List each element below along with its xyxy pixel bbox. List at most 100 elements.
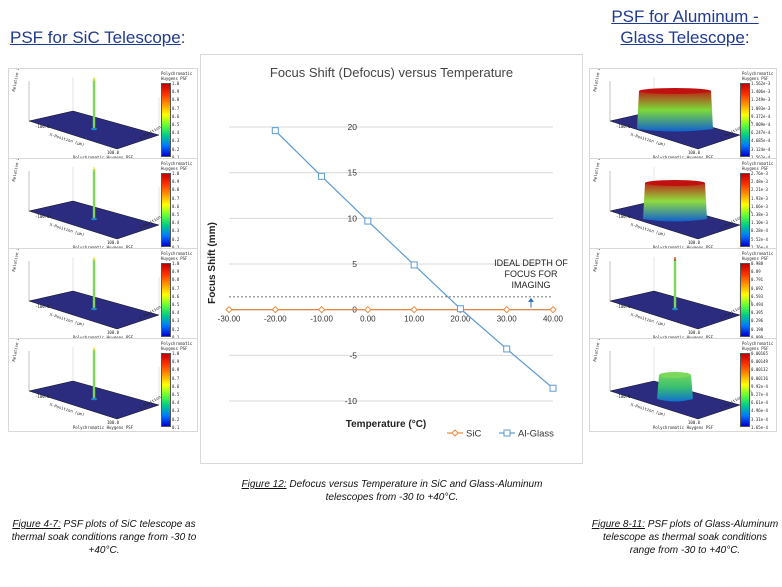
- data-point: [503, 305, 511, 314]
- psf-colorbar: [740, 173, 750, 247]
- psf-colorbar-tick: 2.21e-3: [751, 187, 768, 193]
- psf-colorbar-tick: 0.00165: [751, 351, 768, 356]
- psf-colorbar-tick: 1.66e-3: [751, 203, 768, 209]
- psf-colorbar-tick: 0.988: [751, 261, 764, 266]
- psf-colorbar-tick: 0.9: [172, 269, 180, 275]
- psf-colorbar-tick: 0.1: [172, 424, 180, 430]
- psf-colorbar-tick: 0.8: [172, 97, 180, 103]
- psf-colorbar-tick: 4.685e-4: [751, 138, 771, 144]
- psf-legend-title: Polychromatic Huygens PSF: [161, 251, 193, 261]
- sic-heading-text: PSF for SiC Telescope: [10, 28, 181, 47]
- psf-plot-title: Polychromatic Huygens PSF: [652, 425, 714, 430]
- psf-colorbar-tick: 0.5: [172, 302, 180, 308]
- psf-colorbar-tick: 0.296: [751, 318, 764, 324]
- psf-plot-title: Polychromatic Huygens PSF: [9, 155, 197, 160]
- psf-colorbar-tick: 0.593: [751, 293, 764, 299]
- psf-plot-title: Polychromatic Huygens PSF: [590, 335, 776, 340]
- y-tick-label: 10: [348, 213, 358, 223]
- y-axis-title: Focus Shift (mm): [207, 222, 218, 304]
- psf-colorbar-tick: 0.395: [751, 310, 764, 316]
- psf-surface: [609, 167, 741, 240]
- data-point: [318, 172, 326, 180]
- center-caption: Figure 12: Defocus versus Temperature in…: [222, 478, 562, 504]
- psf-surface: [28, 257, 160, 330]
- center-caption-label: Figure 12:: [241, 479, 287, 490]
- psf-axis-min: -100.0: [616, 214, 631, 219]
- psf-legend-title: Polychromatic Huygens PSF: [161, 341, 193, 351]
- x-tick-label: -20.00: [264, 315, 287, 324]
- psf-colorbar-tick: 0.8: [172, 187, 180, 193]
- psf-plot-title: Polychromatic Huygens PSF: [590, 155, 776, 160]
- data-point: [549, 384, 557, 392]
- x-tick-label: 0.00: [360, 315, 376, 324]
- psf-colorbar-tick: 0.1: [172, 154, 179, 161]
- y-tick-label: -5: [349, 350, 357, 360]
- y-tick-label: 20: [348, 122, 358, 132]
- psf-colorbar-tick: 7.809e-4: [751, 122, 771, 128]
- psf-colorbar-ticks: 0.00165 0.00149 0.00132 0.00116 9.92e-4 8.27e…: [751, 350, 768, 431]
- psf-colorbar-tick: 0.4: [172, 310, 180, 316]
- alglass-caption: Figure 8-11: PSF plots of Glass-Aluminum…: [590, 518, 780, 557]
- psf-axis-min: -100.0: [616, 124, 631, 129]
- depth-of-focus-label: IMAGING: [511, 280, 550, 290]
- alglass-heading-colon: :: [744, 28, 750, 47]
- psf-colorbar-tick: 1.562e-4: [751, 154, 770, 161]
- depth-of-focus-arrowhead: [528, 297, 534, 302]
- psf-legend-title: Polychromatic Huygens PSF: [161, 161, 193, 171]
- data-point: [271, 305, 279, 314]
- psf-plot: Relative Irradiance X-Position (µm) Y-Posi…: [8, 248, 198, 342]
- psf-colorbar-tick: 2.48e-3: [751, 179, 768, 185]
- psf-colorbar-tick: 2.76e-4: [751, 244, 768, 251]
- psf-colorbar-tick: 5.52e-4: [751, 236, 768, 242]
- psf-colorbar-tick: 0.4: [172, 400, 180, 406]
- psf-colorbar-tick: 0.00132: [751, 367, 768, 373]
- psf-colorbar-tick: 9.372e-4: [751, 113, 771, 119]
- psf-axis-max: 100.0: [107, 240, 120, 245]
- psf-axis-max: 100.0: [688, 240, 701, 245]
- y-tick-label: 5: [352, 259, 357, 269]
- psf-colorbar-tick: 0.2: [172, 416, 180, 422]
- data-point: [410, 305, 418, 314]
- chart-title: Focus Shift (Defocus) versus Temperature: [270, 65, 513, 80]
- psf-colorbar-tick: 0.099: [751, 334, 763, 341]
- psf-colorbar-tick: 1.93e-3: [751, 195, 768, 201]
- psf-plot-title: Polychromatic Huygens PSF: [72, 425, 134, 430]
- psf-colorbar-ticks: 1.562e-3 1.406e-3 1.249e-3 1.093e-3 9.372e-4…: [751, 80, 771, 161]
- data-point: [410, 261, 418, 269]
- data-point: [503, 345, 511, 353]
- center-caption-text: Defocus versus Temperature in SiC and Gl…: [286, 479, 543, 503]
- psf-plot: Relative Irradiance X-Position (µm) Y-Posi…: [589, 158, 777, 252]
- psf-colorbar-tick: 1.0: [172, 351, 180, 356]
- psf-axis-max: 100.0: [107, 150, 120, 155]
- data-point: [317, 305, 326, 314]
- legend-marker: [451, 429, 459, 437]
- psf-colorbar: [161, 173, 171, 247]
- sic-caption-label: Figure 4-7:: [12, 519, 61, 530]
- psf-colorbar-tick: 1.38e-3: [751, 212, 768, 218]
- legend-marker: [503, 429, 511, 437]
- alglass-heading: PSF for Aluminum - Glass Telescope:: [600, 6, 770, 48]
- psf-colorbar-tick: 0.6: [172, 383, 180, 389]
- psf-colorbar-tick: 0.2: [172, 146, 180, 152]
- psf-colorbar-tick: 0.5: [172, 122, 180, 128]
- psf-legend-title: Polychromatic Huygens PSF: [742, 251, 774, 261]
- psf-plot-title: Polychromatic Huygens PSF: [9, 335, 197, 340]
- psf-legend-title: Polychromatic Huygens PSF: [742, 71, 774, 81]
- psf-axis-max: 100.0: [107, 330, 120, 335]
- psf-colorbar-tick: 0.00116: [751, 375, 768, 381]
- x-tick-label: 40.00: [543, 315, 564, 324]
- psf-colorbar-tick: 0.791: [751, 277, 764, 283]
- psf-legend-title: Polychromatic Huygens PSF: [742, 341, 774, 351]
- chart-canvas: Focus Shift (Defocus) versus Temperature…: [207, 65, 568, 440]
- psf-colorbar-tick: 0.5: [172, 392, 180, 398]
- psf-plot-title: Polychromatic Huygens PSF: [590, 245, 776, 250]
- psf-colorbar-tick: 0.3: [172, 408, 180, 414]
- psf-colorbar-tick: 2.76e-3: [751, 171, 768, 176]
- psf-colorbar-ticks: 1.00.90.80.70.60.50.40.30.20.10.0: [172, 350, 180, 431]
- x-axis-title: Temperature (°C): [346, 419, 427, 430]
- psf-colorbar-tick: 0.7: [172, 195, 180, 201]
- psf-colorbar-ticks: 1.00.90.80.70.60.50.40.30.20.10.0: [172, 170, 180, 251]
- psf-colorbar-ticks: 1.00.90.80.70.60.50.40.30.20.10.0: [172, 80, 180, 161]
- psf-colorbar-tick: 3.31e-4: [751, 416, 768, 422]
- psf-colorbar: [161, 263, 171, 337]
